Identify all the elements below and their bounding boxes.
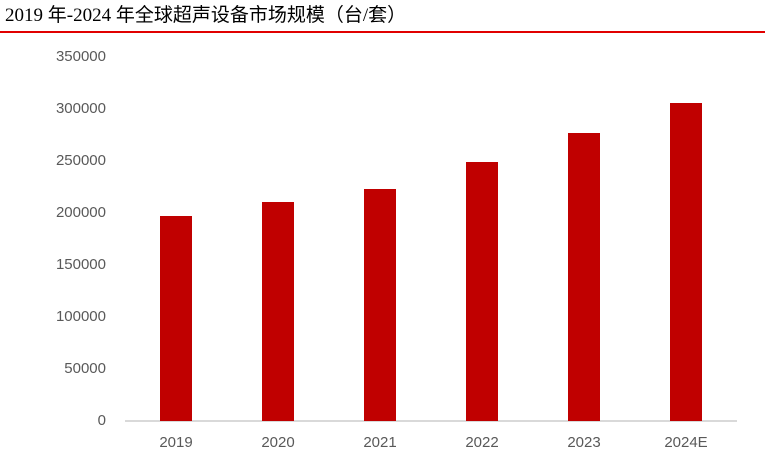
- y-axis-tick-label: 200000: [55, 204, 106, 221]
- y-axis-tick-label: 150000: [55, 256, 106, 273]
- chart-title: 2019 年-2024 年全球超声设备市场规模（台/套）: [5, 5, 407, 26]
- x-axis-tick-label: 2023: [567, 434, 601, 451]
- x-axis-tick-label: 2019: [159, 434, 193, 451]
- x-axis-line: [125, 420, 737, 422]
- bar-2020: [262, 201, 294, 421]
- x-axis-tick-label: 2022: [465, 434, 499, 451]
- y-axis-tick-label: 300000: [55, 100, 106, 117]
- x-axis-tick-label: 2024E: [664, 434, 708, 451]
- x-axis-tick-label: 2020: [261, 434, 295, 451]
- y-axis-tick-label: 350000: [55, 48, 106, 65]
- y-axis-tick-label: 250000: [55, 152, 106, 169]
- x-axis-tick-label: 2021: [363, 434, 397, 451]
- y-axis-tick-label: 0: [97, 412, 106, 429]
- title-underline-rule: [0, 31, 765, 33]
- bar-2019: [160, 216, 192, 421]
- y-axis-tick-label: 50000: [64, 360, 106, 377]
- bar-2024E: [670, 102, 702, 421]
- bar-2023: [568, 132, 600, 421]
- bar-2021: [364, 189, 396, 421]
- y-axis-tick-label: 100000: [55, 308, 106, 325]
- bar-2022: [466, 162, 498, 421]
